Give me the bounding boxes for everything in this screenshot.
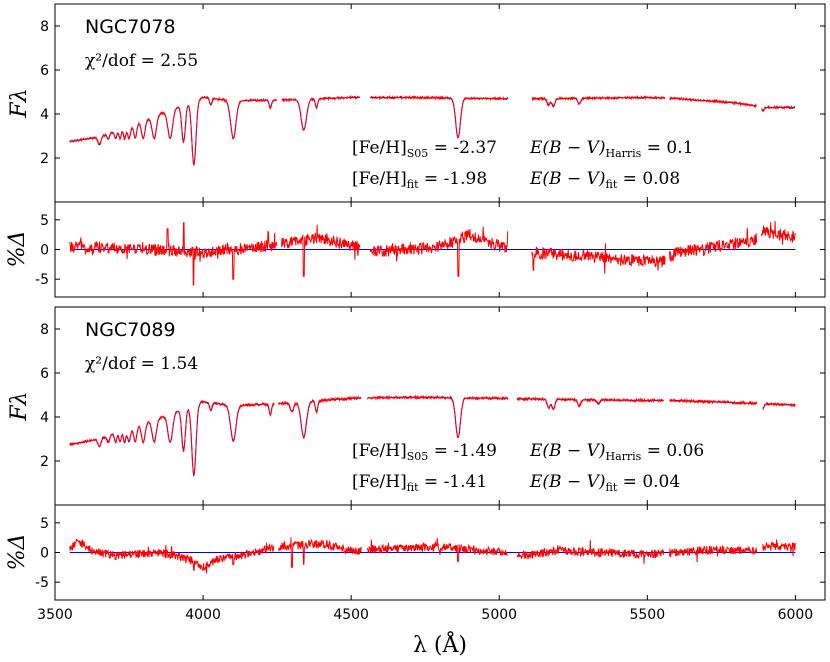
model-spectrum-line <box>370 97 509 139</box>
observed-spectrum-line <box>761 104 796 112</box>
observed-spectrum-line <box>69 95 277 166</box>
panel-ngc7078-residual: -5 0 5 %Δ <box>5 201 826 298</box>
model-spectrum-line <box>367 396 508 439</box>
observed-spectrum-line <box>669 96 757 109</box>
x-tick-label: 5500 <box>629 607 665 623</box>
observed-spectrum-line <box>366 394 509 439</box>
observed-spectrum-line <box>531 94 666 108</box>
chi2-label: χ²/dof = 2.55 <box>85 51 198 71</box>
y-axis-label: Fλ <box>7 391 32 421</box>
y-axis-label: Fλ <box>7 88 32 118</box>
residual-plot-area <box>69 537 796 574</box>
y-tick-label: 0 <box>40 546 49 562</box>
residual-line <box>760 221 796 245</box>
residual-line <box>369 226 509 277</box>
y-axis-label: %Δ <box>5 231 30 268</box>
x-tick-label: 4000 <box>185 607 221 623</box>
y-tick-label: 5 <box>40 213 49 229</box>
cluster-title: NGC7078 <box>85 16 176 38</box>
spectrum-plot-area <box>69 94 796 166</box>
observed-spectrum-line <box>516 396 664 411</box>
y-tick-label: 0 <box>40 243 49 259</box>
residual-line <box>281 224 361 277</box>
y-tick-label: -5 <box>35 575 49 591</box>
y-tick-label: 6 <box>40 366 49 382</box>
residual-line <box>531 243 666 274</box>
y-axis: 2 4 6 8 <box>40 4 825 202</box>
residual-line <box>669 544 758 563</box>
residual-line <box>278 537 362 568</box>
cluster-title: NGC7089 <box>85 319 176 341</box>
observed-spectrum-line <box>669 397 758 406</box>
x-tick-label: 6000 <box>778 607 814 623</box>
observed-spectrum-line <box>69 399 275 476</box>
y-tick-label: 8 <box>40 322 49 338</box>
y-axis: -5 0 5 <box>35 505 825 600</box>
residual-line <box>516 540 665 564</box>
residual-line <box>69 538 275 574</box>
model-spectrum-line <box>69 96 277 166</box>
annotation-line-1: [Fe/H]S05 = -1.49 E(B − V)Harris = 0.06 <box>352 441 704 463</box>
x-tick-label: 3500 <box>37 607 73 623</box>
y-tick-label: 6 <box>40 63 49 79</box>
panel-ngc7089-spectrum: NGC7089 χ²/dof = 1.54 [Fe/H]S05 = -1.49 E… <box>7 306 826 506</box>
annotation-line-2: [Fe/H]fit = -1.98 E(B − V)fit = 0.08 <box>352 169 680 191</box>
y-tick-label: 4 <box>40 410 49 426</box>
y-axis: -5 0 5 <box>35 202 825 297</box>
observed-spectrum-line <box>278 395 362 440</box>
residual-line <box>669 228 758 262</box>
residual-plot-area <box>69 221 796 286</box>
observed-spectrum-line <box>762 401 796 411</box>
x-axis: 3500 4000 4500 5000 5500 6000 <box>37 607 813 623</box>
observed-spectrum-line <box>281 95 361 131</box>
x-tick-label: 4500 <box>333 607 369 623</box>
panel-ngc7078-spectrum: NGC7078 χ²/dof = 2.55 [Fe/H]S05 = -2.37 E… <box>7 3 826 203</box>
x-tick-label: 5000 <box>481 607 517 623</box>
y-axis-label: %Δ <box>5 534 30 571</box>
residual-line <box>762 539 796 557</box>
y-axis: 2 4 6 8 <box>40 307 825 505</box>
y-tick-label: 2 <box>40 151 49 167</box>
model-spectrum-line <box>281 97 360 131</box>
y-tick-label: -5 <box>35 272 49 288</box>
x-axis-label: λ (Å) <box>413 630 467 658</box>
model-spectrum-line <box>278 397 362 438</box>
observed-spectrum-line <box>369 94 509 140</box>
annotation-line-2: [Fe/H]fit = -1.41 E(B − V)fit = 0.04 <box>352 472 680 494</box>
panel-ngc7089-residual: -5 0 5 %Δ <box>5 504 826 601</box>
y-tick-label: 2 <box>40 454 49 470</box>
spectrum-plot-area <box>69 394 796 477</box>
y-tick-label: 8 <box>40 19 49 35</box>
y-tick-label: 5 <box>40 516 49 532</box>
y-tick-label: 4 <box>40 107 49 123</box>
annotation-line-1: [Fe/H]S05 = -2.37 E(B − V)Harris = 0.1 <box>352 138 693 160</box>
residual-line <box>366 537 509 562</box>
residual-line <box>69 222 278 286</box>
chi2-label: χ²/dof = 1.54 <box>85 354 198 374</box>
